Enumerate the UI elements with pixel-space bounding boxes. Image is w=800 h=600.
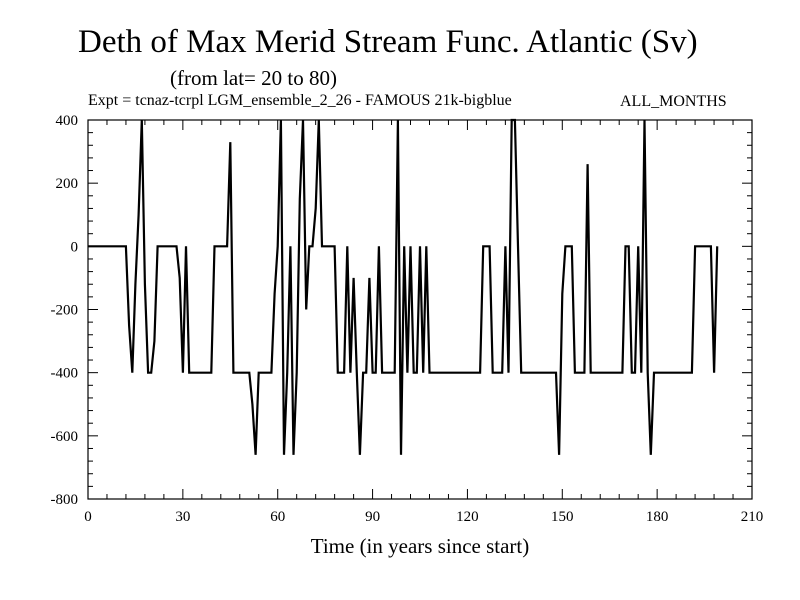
x-tick-label: 120 <box>456 509 479 525</box>
x-tick-label: 30 <box>175 509 190 525</box>
axis-tick-labels: 0 30 60 90 120 150 180 210 400 200 0 -200 -400 -600 -8… <box>51 113 764 525</box>
x-tick-label: 180 <box>646 509 669 525</box>
y-tick-label: 400 <box>56 113 79 129</box>
series-line <box>88 118 719 455</box>
x-tick-label: 90 <box>365 509 380 525</box>
y-tick-label: -800 <box>51 492 79 508</box>
y-tick-label: 0 <box>71 239 79 255</box>
y-tick-label: -200 <box>51 303 79 319</box>
y-tick-label: -400 <box>51 366 79 382</box>
x-tick-label: 0 <box>84 509 92 525</box>
chart-subtitle: (from lat= 20 to 80) <box>170 66 337 90</box>
y-tick-label: 200 <box>56 176 79 192</box>
x-tick-label: 150 <box>551 509 574 525</box>
x-tick-label: 60 <box>270 509 285 525</box>
chart-title: Deth of Max Merid Stream Func. Atlantic … <box>78 24 698 60</box>
x-tick-label: 210 <box>741 509 764 525</box>
months-label: ALL_MONTHS <box>620 93 727 110</box>
experiment-label: Expt = tcnaz-tcrpl LGM_ensemble_2_26 - F… <box>88 92 512 109</box>
x-axis-label: Time (in years since start) <box>310 534 530 558</box>
y-tick-label: -600 <box>51 429 79 445</box>
